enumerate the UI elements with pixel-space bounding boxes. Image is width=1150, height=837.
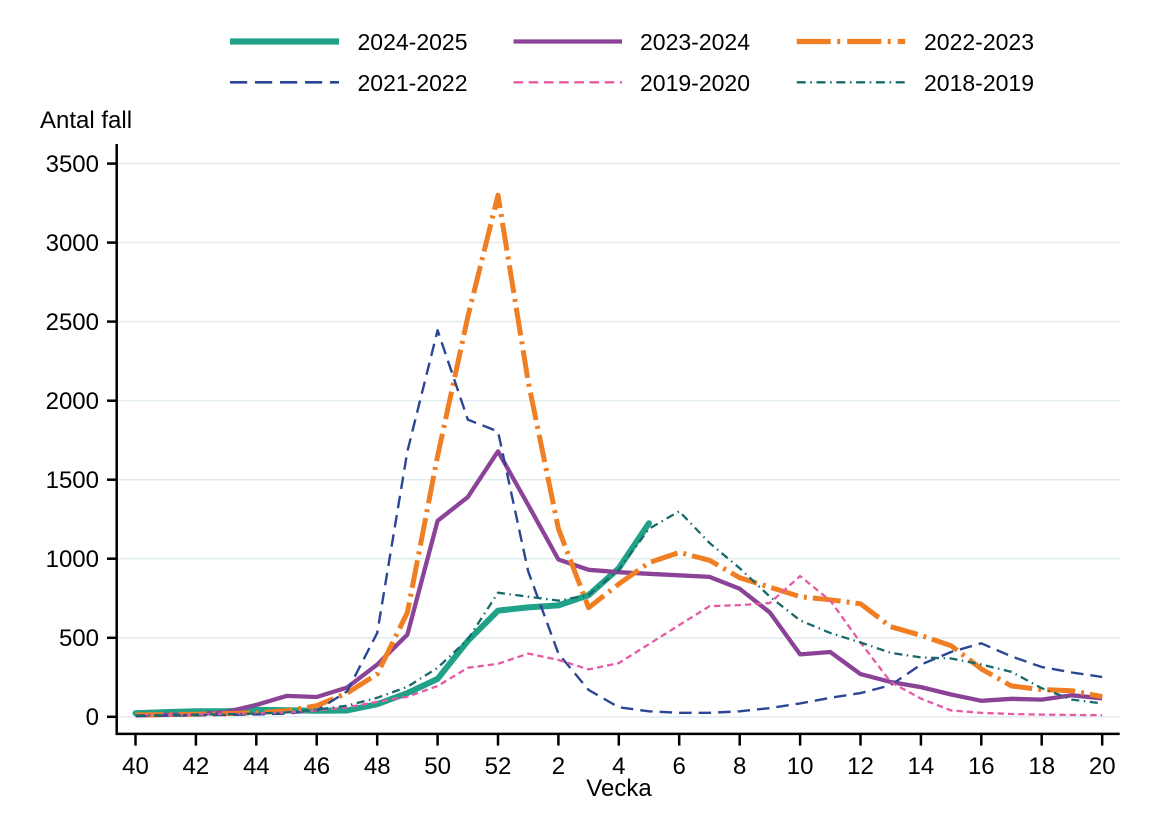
svg-text:10: 10 — [787, 753, 814, 780]
svg-text:Vecka: Vecka — [586, 775, 652, 802]
svg-text:500: 500 — [59, 625, 99, 652]
svg-text:2021-2022: 2021-2022 — [358, 70, 468, 96]
svg-text:42: 42 — [183, 753, 210, 780]
svg-text:2024-2025: 2024-2025 — [358, 29, 468, 55]
svg-text:52: 52 — [485, 753, 512, 780]
svg-text:46: 46 — [303, 753, 330, 780]
svg-text:0: 0 — [86, 704, 99, 731]
svg-text:12: 12 — [847, 753, 874, 780]
svg-text:48: 48 — [364, 753, 391, 780]
svg-text:20: 20 — [1089, 753, 1116, 780]
svg-text:2018-2019: 2018-2019 — [924, 70, 1034, 96]
svg-text:2022-2023: 2022-2023 — [924, 29, 1034, 55]
svg-text:2000: 2000 — [46, 388, 99, 415]
svg-text:44: 44 — [243, 753, 270, 780]
svg-text:2500: 2500 — [46, 309, 99, 336]
svg-text:18: 18 — [1028, 753, 1055, 780]
svg-text:Antal fall: Antal fall — [40, 107, 132, 134]
svg-text:14: 14 — [908, 753, 935, 780]
svg-text:1000: 1000 — [46, 546, 99, 573]
svg-text:16: 16 — [968, 753, 995, 780]
svg-text:1500: 1500 — [46, 467, 99, 494]
svg-text:40: 40 — [122, 753, 149, 780]
svg-text:2019-2020: 2019-2020 — [640, 70, 750, 96]
svg-text:2: 2 — [552, 753, 565, 780]
svg-text:3500: 3500 — [46, 151, 99, 178]
svg-text:8: 8 — [733, 753, 746, 780]
svg-text:3000: 3000 — [46, 230, 99, 257]
svg-text:50: 50 — [424, 753, 451, 780]
svg-text:6: 6 — [673, 753, 686, 780]
svg-text:2023-2024: 2023-2024 — [640, 29, 750, 55]
svg-text:4: 4 — [612, 753, 625, 780]
